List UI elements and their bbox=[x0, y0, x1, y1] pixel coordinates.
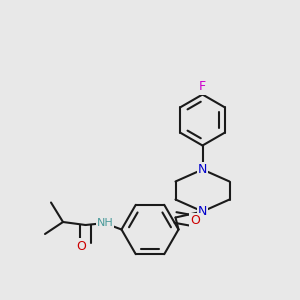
Text: NH: NH bbox=[97, 218, 113, 229]
Text: O: O bbox=[76, 239, 86, 253]
Text: O: O bbox=[191, 214, 200, 227]
Text: N: N bbox=[198, 163, 207, 176]
Text: N: N bbox=[198, 205, 207, 218]
Text: F: F bbox=[199, 80, 206, 94]
